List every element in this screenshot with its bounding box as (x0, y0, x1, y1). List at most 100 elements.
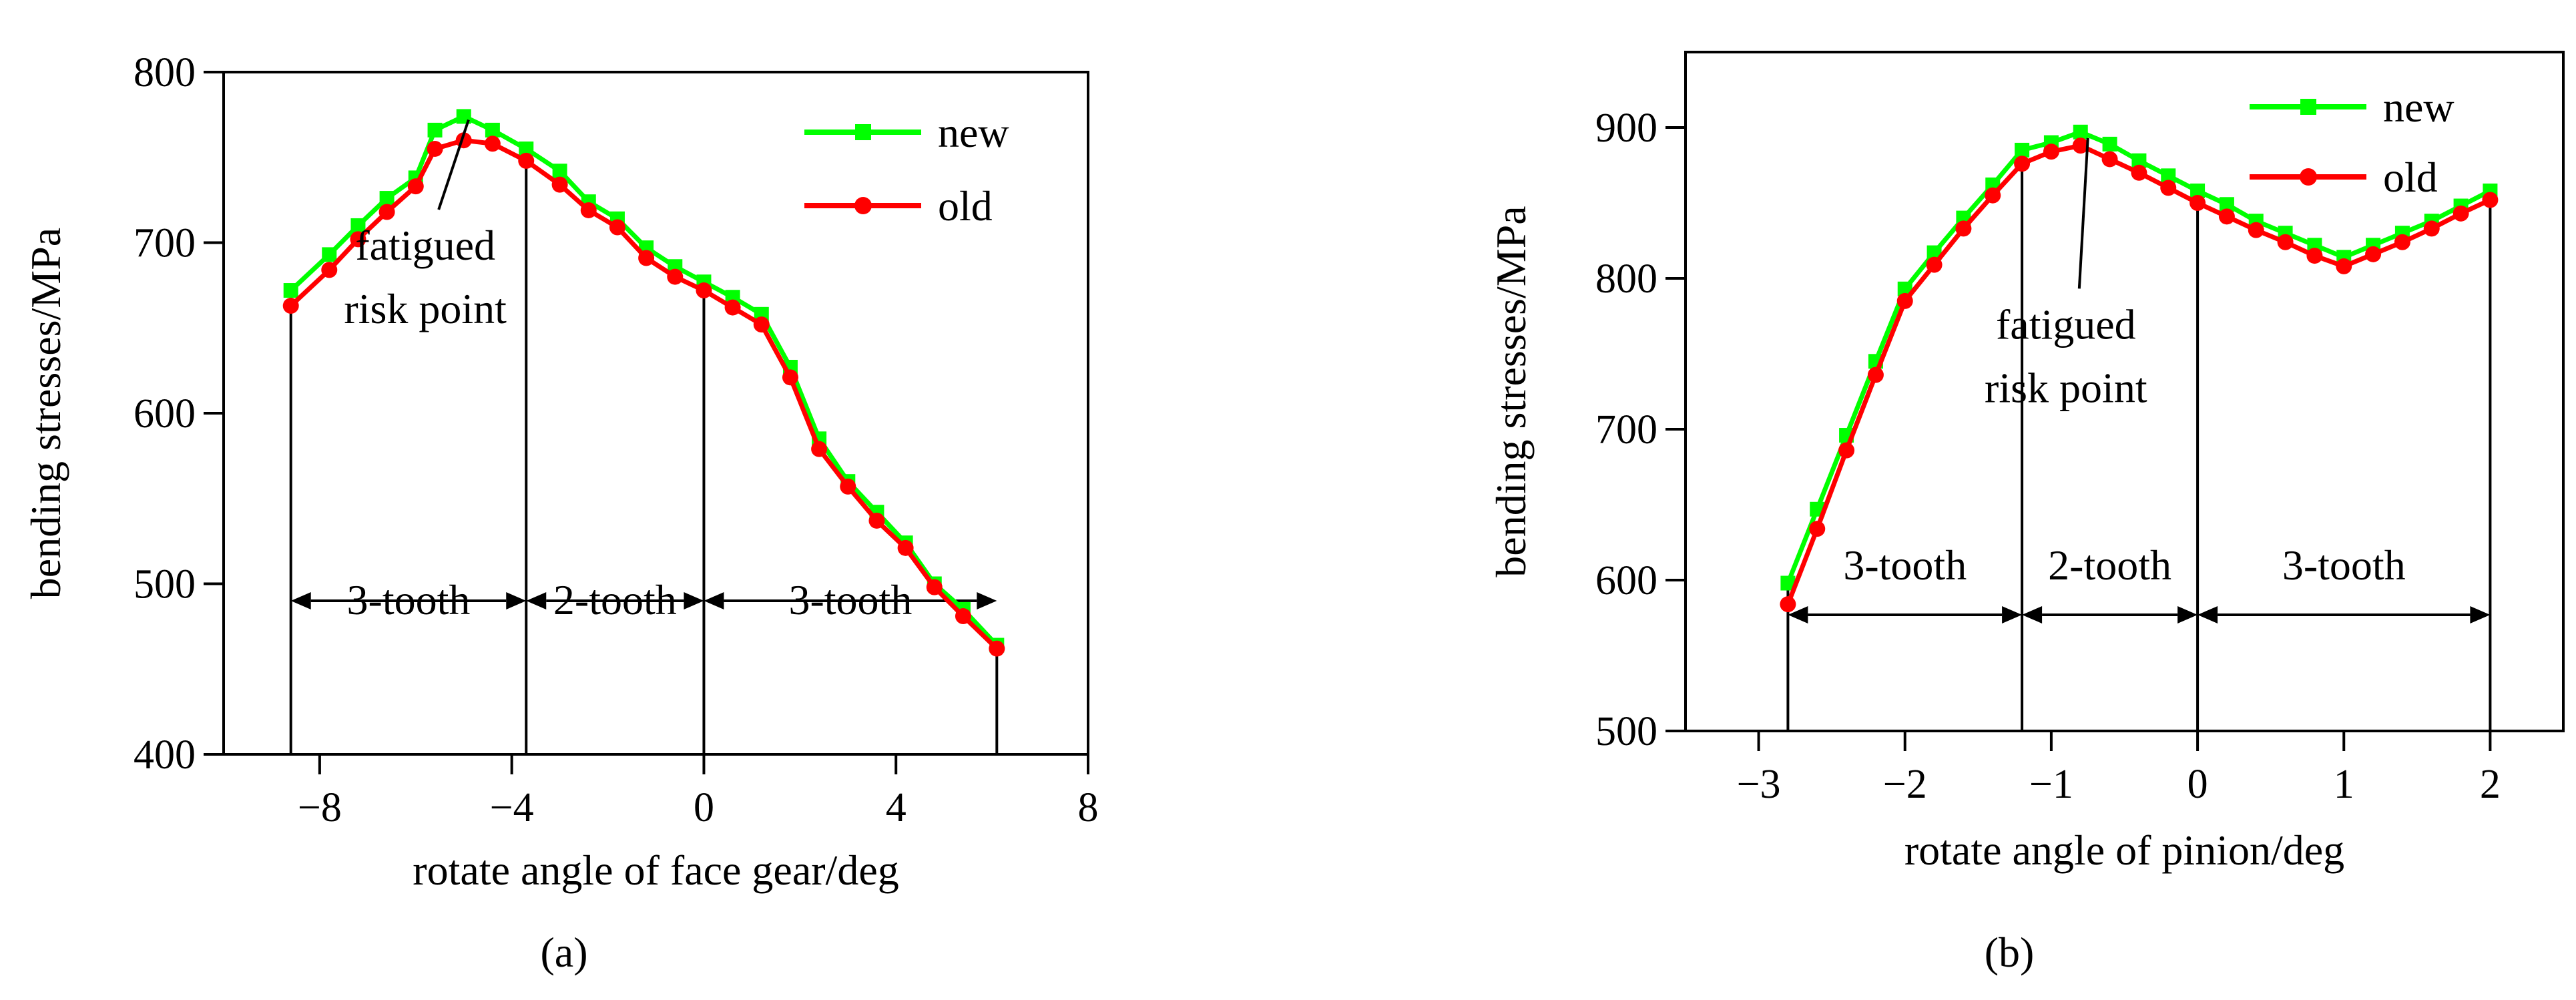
annotation-text: fatigued (355, 222, 495, 269)
panel-a-label: (a) (540, 929, 587, 976)
data-point-new (2131, 153, 2147, 168)
data-point-old (638, 250, 655, 266)
x-axis-title: rotate angle of pinion/deg (1904, 826, 2344, 874)
data-point-new (1780, 575, 1796, 591)
y-tick-label: 700 (134, 221, 196, 266)
data-point-new (485, 122, 500, 138)
data-point-old (484, 136, 501, 152)
data-point-old (1867, 366, 1884, 383)
legend-label-new: new (938, 109, 1009, 156)
region-arrow-head-right (506, 592, 527, 610)
data-point-new (379, 191, 395, 206)
data-point-old (1955, 220, 1972, 237)
region-arrow-head-left (1788, 605, 1808, 623)
data-point-old (2101, 151, 2118, 168)
x-tick-label: 8 (1078, 785, 1099, 830)
region-arrow-head-right (684, 592, 704, 610)
data-point-old (811, 441, 828, 457)
data-point-old (1985, 187, 2001, 204)
region-label: 2-tooth (553, 576, 677, 623)
series-line-old (289, 138, 999, 651)
region-label: 3-tooth (347, 576, 471, 623)
y-axis-title: bending stresses/MPa (22, 228, 69, 599)
data-point-old (2072, 138, 2089, 154)
data-point-old (321, 262, 338, 278)
legend-marker-new (2300, 99, 2316, 115)
y-axis-title: bending stresses/MPa (1487, 206, 1535, 577)
annotation-text: risk point (1985, 364, 2147, 411)
data-point-old (2248, 222, 2264, 238)
data-point-old (2453, 205, 2469, 222)
legend-marker-new (855, 124, 871, 140)
y-tick-label: 800 (1595, 256, 1657, 302)
data-point-old (551, 176, 568, 193)
data-point-old (2014, 156, 2031, 172)
data-point-old (580, 202, 597, 218)
data-point-old (724, 299, 741, 316)
series-line-new (289, 113, 999, 647)
data-point-old (2365, 246, 2382, 262)
legend-marker-old (2300, 168, 2317, 186)
x-tick-label: 1 (2334, 762, 2354, 807)
y-tick-label: 600 (134, 391, 196, 437)
region-arrow-head-left (2022, 605, 2043, 623)
data-point-old (1780, 596, 1796, 613)
region-arrow-head-left (526, 592, 547, 610)
data-point-old (1896, 292, 1913, 309)
annotation-leader-line (437, 119, 470, 210)
data-point-old (609, 219, 625, 236)
data-point-new (519, 141, 534, 156)
x-tick-label: 4 (886, 785, 907, 830)
data-point-new (2219, 197, 2234, 212)
x-tick-label: 0 (2187, 762, 2208, 807)
x-tick-label: −8 (298, 785, 342, 830)
data-point-new (1926, 245, 1942, 260)
region-arrow-head-right (2002, 605, 2023, 623)
y-tick-label: 500 (1595, 709, 1657, 754)
legend-marker-old (854, 197, 872, 214)
data-point-old (926, 579, 943, 595)
legend-label-new: new (2383, 83, 2455, 131)
y-tick-label: 900 (1595, 105, 1657, 151)
data-point-new (2015, 142, 2030, 158)
data-point-new (2073, 124, 2088, 140)
data-point-old (2306, 248, 2323, 264)
data-point-new (2190, 183, 2206, 198)
legend-label-old: old (938, 182, 993, 230)
data-point-old (378, 204, 395, 220)
data-point-old (427, 140, 443, 157)
y-tick-label: 400 (134, 732, 196, 778)
data-point-new (427, 122, 443, 138)
data-point-old (2336, 258, 2352, 274)
data-point-old (518, 152, 535, 169)
data-point-old (989, 640, 1005, 657)
y-tick-label: 600 (1595, 558, 1657, 603)
data-point-old (407, 178, 424, 195)
x-tick-label: −1 (2029, 762, 2073, 807)
data-point-new (350, 218, 366, 233)
data-point-new (1897, 281, 1912, 296)
data-point-old (753, 316, 770, 333)
legend-label-old: old (2383, 154, 2438, 201)
data-point-old (2394, 234, 2410, 250)
data-point-old (696, 282, 712, 299)
data-point-new (322, 247, 337, 262)
x-tick-label: 0 (694, 785, 714, 830)
data-point-new (2102, 136, 2117, 152)
panel-b-label: (b) (1985, 929, 2035, 976)
region-label: 3-tooth (2282, 541, 2406, 589)
x-tick-label: −4 (490, 785, 534, 830)
annotation-leader-line (2077, 138, 2089, 289)
region-label: 3-tooth (788, 576, 912, 623)
data-point-old (1838, 442, 1855, 459)
region-arrow-head-right (977, 592, 997, 610)
y-tick-label: 800 (134, 50, 196, 95)
data-point-old (2043, 144, 2059, 160)
data-point-old (667, 268, 684, 285)
data-point-old (2189, 195, 2206, 211)
data-point-old (2131, 164, 2147, 181)
data-point-old (840, 478, 856, 495)
data-point-old (2160, 180, 2177, 196)
data-point-old (282, 298, 299, 314)
